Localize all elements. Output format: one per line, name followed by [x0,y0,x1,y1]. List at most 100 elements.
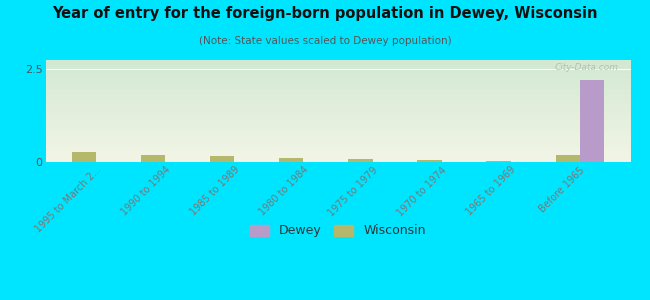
Bar [46,124,630,125]
Bar [46,132,630,133]
Bar [46,114,630,115]
Bar [46,154,630,155]
Bar [46,139,630,140]
Bar [46,155,630,156]
Bar [46,66,630,67]
Bar [46,110,630,111]
Bar [46,134,630,135]
Bar [46,83,630,84]
Bar [210,156,235,162]
Bar [46,79,630,80]
Bar [486,160,511,162]
Bar [580,80,604,162]
Bar [46,121,630,122]
Text: City-Data.com: City-Data.com [555,63,619,72]
Bar [46,63,630,64]
Bar [46,97,630,98]
Bar [46,99,630,100]
Bar [46,127,630,128]
Bar [46,111,630,112]
Bar [46,95,630,96]
Bar [46,158,630,159]
Bar [46,118,630,119]
Bar [46,85,630,86]
Bar [46,125,630,126]
Bar [46,87,630,88]
Bar [46,128,630,129]
Bar [46,89,630,90]
Bar [46,75,630,76]
Bar [46,92,630,93]
Bar [46,70,630,71]
Bar [46,152,630,153]
Bar [46,94,630,95]
Bar [46,80,630,81]
Text: Year of entry for the foreign-born population in Dewey, Wisconsin: Year of entry for the foreign-born popul… [52,6,598,21]
Bar [46,71,630,72]
Bar [46,138,630,139]
Bar [46,86,630,87]
Bar [46,88,630,89]
Bar [46,156,630,157]
Bar [46,90,630,91]
Bar [46,76,630,77]
Bar [46,137,630,138]
Bar [46,145,630,146]
Bar [46,129,630,130]
Bar [46,117,630,118]
Bar [46,153,630,154]
Bar [417,160,441,162]
Bar [46,147,630,148]
Bar [46,133,630,134]
Bar [46,91,630,92]
Bar [46,69,630,70]
Bar [46,151,630,152]
Bar [46,68,630,69]
Bar [46,78,630,79]
Bar [46,130,630,131]
Bar [46,101,630,102]
Bar [46,119,630,120]
Bar [46,157,630,158]
Bar [46,123,630,124]
Bar [46,61,630,62]
Bar [46,73,630,74]
Bar [46,106,630,107]
Legend: Dewey, Wisconsin: Dewey, Wisconsin [246,220,430,242]
Bar [46,144,630,145]
Bar [46,116,630,117]
Bar [46,140,630,141]
Bar [46,107,630,108]
Bar [46,65,630,66]
Bar [46,142,630,143]
Bar [72,152,96,162]
Bar [46,102,630,103]
Bar [46,61,630,62]
Bar [141,154,165,162]
Bar [46,143,630,144]
Bar [46,104,630,105]
Bar [46,131,630,132]
Bar [46,108,630,109]
Bar [46,148,630,149]
Bar [46,82,630,83]
Bar [46,93,630,94]
Bar [46,150,630,151]
Bar [46,77,630,78]
Bar [348,159,372,162]
Bar [46,96,630,97]
Bar [46,62,630,63]
Bar [46,115,630,116]
Bar [280,158,304,162]
Bar [46,64,630,65]
Bar [46,100,630,101]
Bar [46,81,630,82]
Bar [46,112,630,113]
Bar [46,120,630,121]
Bar [46,113,630,114]
Bar [46,146,630,147]
Bar [46,74,630,75]
Bar [46,160,630,161]
Bar [46,126,630,127]
Bar [46,141,630,142]
